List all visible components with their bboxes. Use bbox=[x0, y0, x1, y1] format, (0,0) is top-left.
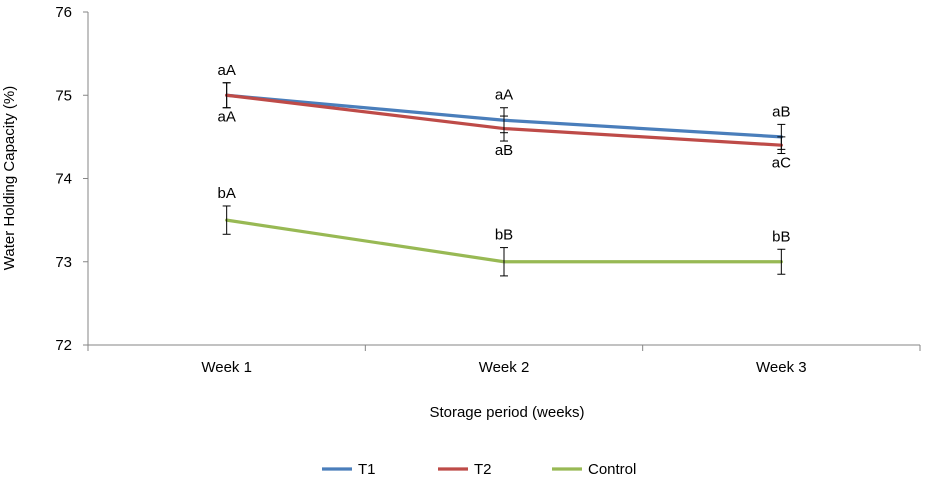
legend-label: Control bbox=[588, 461, 636, 478]
error-bar bbox=[777, 248, 786, 275]
data-label: aA bbox=[495, 87, 513, 104]
data-label: aB bbox=[495, 142, 513, 159]
data-label: aC bbox=[772, 155, 791, 172]
x-tick-label: Week 1 bbox=[201, 359, 252, 376]
legend-label: T1 bbox=[358, 461, 376, 478]
y-tick-label: 75 bbox=[55, 87, 72, 104]
data-label: aB bbox=[772, 103, 790, 120]
legend-item-t2: T2 bbox=[438, 461, 492, 478]
data-label: aA bbox=[217, 62, 235, 79]
y-tick-label: 76 bbox=[55, 4, 72, 21]
y-tick-label: 74 bbox=[55, 171, 72, 188]
y-tick-label: 73 bbox=[55, 254, 72, 271]
error-bar bbox=[500, 247, 508, 277]
series-t2 bbox=[222, 82, 786, 155]
chart-legend: T1 T2 Control bbox=[322, 461, 636, 478]
legend-label: T2 bbox=[474, 461, 492, 478]
data-label: bA bbox=[217, 185, 235, 202]
x-axis-title: Storage period (weeks) bbox=[429, 404, 584, 421]
chart-annotations: aA aA aB aA aB aC bA bB bB bbox=[217, 62, 791, 246]
legend-item-t1: T1 bbox=[322, 461, 376, 478]
error-bar bbox=[222, 205, 231, 235]
series-control bbox=[222, 205, 786, 277]
x-tick-label: Week 3 bbox=[756, 359, 807, 376]
x-tick-label: Week 2 bbox=[479, 359, 530, 376]
error-bar bbox=[222, 82, 231, 109]
chart-axes: 72 73 74 75 76 Week 1 Week 2 Week 3 bbox=[55, 4, 921, 376]
data-label: aA bbox=[217, 109, 235, 126]
legend-item-control: Control bbox=[552, 461, 636, 478]
error-bar bbox=[777, 136, 786, 155]
chart-series bbox=[222, 82, 786, 277]
y-axis-title: Water Holding Capacity (%) bbox=[1, 86, 18, 271]
error-bar bbox=[500, 115, 508, 142]
data-label: bB bbox=[772, 228, 790, 245]
y-tick-label: 72 bbox=[55, 337, 72, 354]
data-label: bB bbox=[495, 227, 513, 244]
